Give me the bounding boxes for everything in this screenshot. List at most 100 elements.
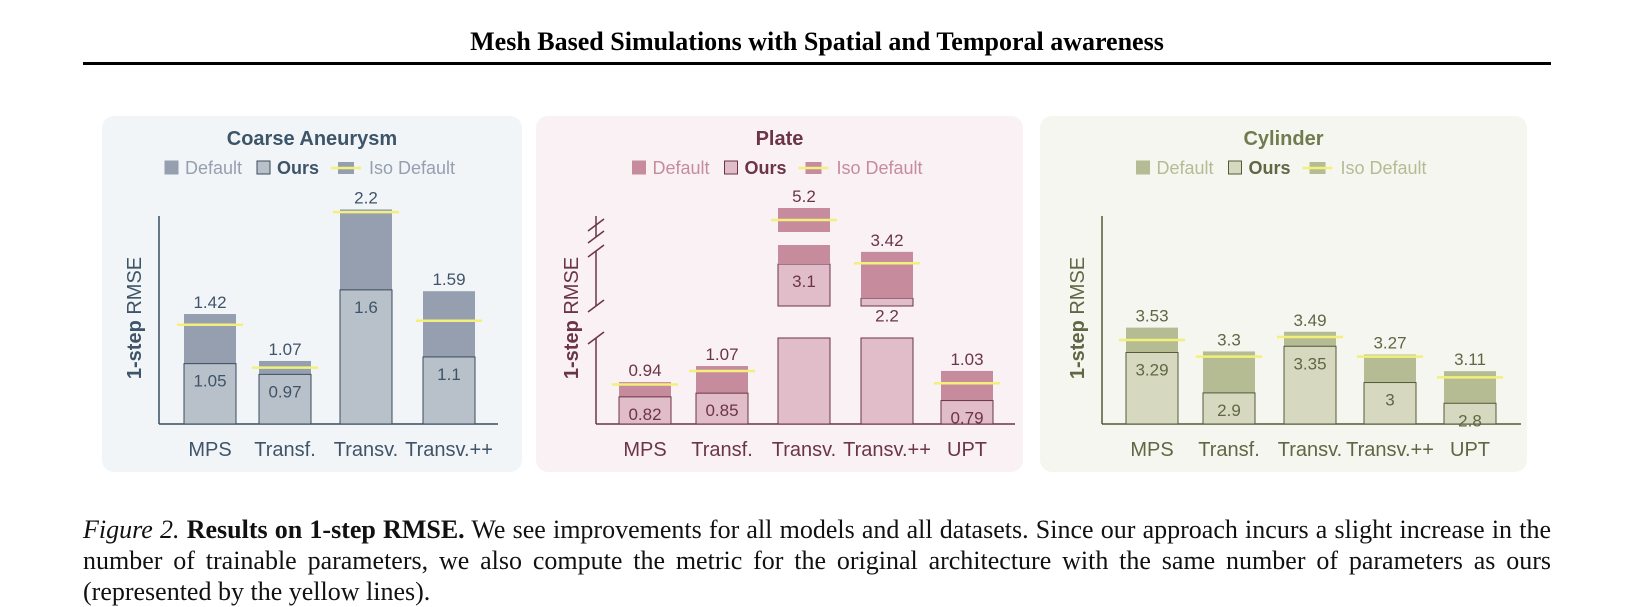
bar-ours: [1283, 345, 1337, 425]
x-tick-label: Transv.: [334, 439, 398, 461]
bar-ours: [1443, 402, 1497, 425]
y-axis-label-bold: 1-step: [1067, 320, 1089, 379]
bar-base-segment: [860, 337, 914, 425]
legend-label-ours: Ours: [277, 158, 319, 178]
legend-swatch-default: [164, 160, 179, 175]
bar-default: [861, 251, 913, 299]
legend-label-default: Default: [1157, 158, 1214, 178]
chart-title: Cylinder: [1243, 128, 1323, 150]
axis-break-mark: [587, 331, 605, 345]
x-tick-label: Transf.: [1198, 439, 1260, 461]
data-label-default: 3.42: [870, 231, 903, 250]
data-label-ours: 2.2: [875, 306, 899, 325]
bar-ours: [422, 356, 476, 425]
bar-group-transf-: 3.3 2.9 Transf.: [1196, 330, 1262, 461]
axis-break-mark: [587, 218, 605, 232]
x-tick-label: Transv.++: [843, 439, 931, 461]
data-label-ours: 3.29: [1135, 360, 1168, 379]
caption-text: We see improvements for all models and a…: [83, 515, 1552, 606]
data-label-ours: 0.79: [950, 409, 983, 428]
data-label-default: 3.49: [1293, 311, 1326, 330]
bar-default: [778, 245, 830, 265]
axis-break-mark: [587, 244, 605, 258]
caption-title: Results on 1-step RMSE.: [186, 515, 465, 544]
y-axis-label-bold: 1-step: [561, 320, 583, 379]
data-label-default: 3.53: [1135, 307, 1168, 326]
data-label-default: 0.94: [628, 361, 661, 380]
x-tick-label: Transv.++: [1346, 439, 1434, 461]
chart-panel-1: Plate Default Ours Iso Default 1-step RMSE 0.…: [536, 116, 1023, 472]
bar-base-segment: [777, 337, 831, 425]
legend-swatch-ours: [1228, 160, 1242, 175]
bar-ours: [940, 400, 994, 425]
y-axis-label-bold: 1-step: [124, 320, 146, 379]
data-label-ours: 2.8: [1458, 411, 1482, 430]
chart-panel-2: Cylinder Default Ours Iso Default 1-step RMS…: [1040, 116, 1527, 472]
bar-group-transv-: 1.59 1.1 Transv.++: [405, 270, 493, 461]
caption-label: Figure 2.: [83, 515, 180, 544]
bar-group-mps: 1.42 1.05 MPS: [177, 293, 243, 461]
data-label-ours: 0.97: [268, 382, 301, 401]
legend-label-default: Default: [185, 158, 242, 178]
legend-label-iso: Iso Default: [1341, 158, 1427, 178]
bar-ours: [1125, 351, 1179, 425]
data-label-default: 1.42: [193, 293, 226, 312]
y-axis-label: 1-step RMSE: [1067, 257, 1089, 379]
y-axis-label-rest: RMSE: [561, 257, 583, 320]
legend-label-iso: Iso Default: [369, 158, 455, 178]
data-label-default: 3.27: [1373, 334, 1406, 353]
x-tick-label: Transv.++: [405, 439, 493, 461]
data-label-ours: 0.85: [705, 401, 738, 420]
bar-group-upt: 1.03 0.79 UPT: [934, 350, 1000, 461]
y-axis-label-rest: RMSE: [1067, 257, 1089, 320]
data-label-ours: 1.6: [354, 298, 378, 317]
bar-ours: [339, 289, 393, 425]
bar-group-transf-: 1.07 0.97 Transf.: [252, 340, 318, 461]
data-label-ours: 3.1: [792, 272, 816, 291]
chart-panel-0: Coarse Aneurysm Default Ours Iso Default 1-s…: [102, 116, 522, 472]
bar-ours: [258, 373, 312, 425]
results-figure: Coarse Aneurysm Default Ours Iso Default 1-s…: [102, 116, 1527, 472]
y-axis-label: 1-step RMSE: [124, 257, 146, 379]
data-label-ours: 1.1: [437, 365, 461, 384]
data-label-default: 1.03: [950, 350, 983, 369]
bar-group-upt: 3.11 2.8 UPT: [1437, 350, 1503, 461]
chart-title: Plate: [756, 128, 804, 150]
bar-ours: [777, 263, 831, 307]
data-label-default: 1.07: [705, 345, 738, 364]
bar-ours: [618, 396, 672, 425]
x-tick-label: MPS: [1130, 439, 1173, 461]
bar-group-transv-: 3.27 3 Transv.++: [1346, 334, 1434, 461]
data-label-ours: 3: [1385, 391, 1394, 410]
legend-swatch-ours: [724, 160, 738, 175]
data-label-ours: 0.82: [628, 405, 661, 424]
legend-swatch-default: [632, 160, 646, 175]
data-label-default: 1.07: [268, 340, 301, 359]
x-tick-label: Transv.: [772, 439, 836, 461]
legend-label-ours: Ours: [745, 158, 787, 178]
bar-ours: [1363, 382, 1417, 425]
legend-swatch-default: [1136, 160, 1150, 175]
x-tick-label: MPS: [188, 439, 231, 461]
bar-ours: [695, 392, 749, 425]
x-tick-label: Transf.: [254, 439, 316, 461]
bar-ours: [1202, 392, 1256, 425]
axis-break-mark: [587, 299, 605, 313]
figure-caption: Figure 2. Results on 1-step RMSE. We see…: [83, 514, 1551, 607]
x-tick-label: Transf.: [691, 439, 753, 461]
bar-group-transf-: 1.07 0.85 Transf.: [689, 345, 755, 461]
legend-label-default: Default: [653, 158, 710, 178]
data-label-default: 3.11: [1454, 350, 1486, 369]
bar-group-transv-: 5.2 3.1 Transv.: [771, 187, 837, 461]
chart-legend: Default Ours Iso Default: [164, 158, 455, 178]
page-header: Mesh Based Simulations with Spatial and …: [83, 26, 1551, 65]
bar-group-transv-: 3.49 3.35 Transv.: [1277, 311, 1343, 461]
data-label-ours: 3.35: [1293, 354, 1326, 373]
data-label-ours: 1.05: [193, 372, 226, 391]
bar-group-transv-: 3.42 2.2 Transv.++: [843, 231, 931, 461]
chart-title: Coarse Aneurysm: [227, 128, 397, 150]
data-label-default: 5.2: [792, 187, 816, 206]
chart-legend: Default Ours Iso Default: [632, 158, 923, 178]
legend-label-ours: Ours: [1249, 158, 1291, 178]
page-title: Mesh Based Simulations with Spatial and …: [470, 27, 1164, 56]
